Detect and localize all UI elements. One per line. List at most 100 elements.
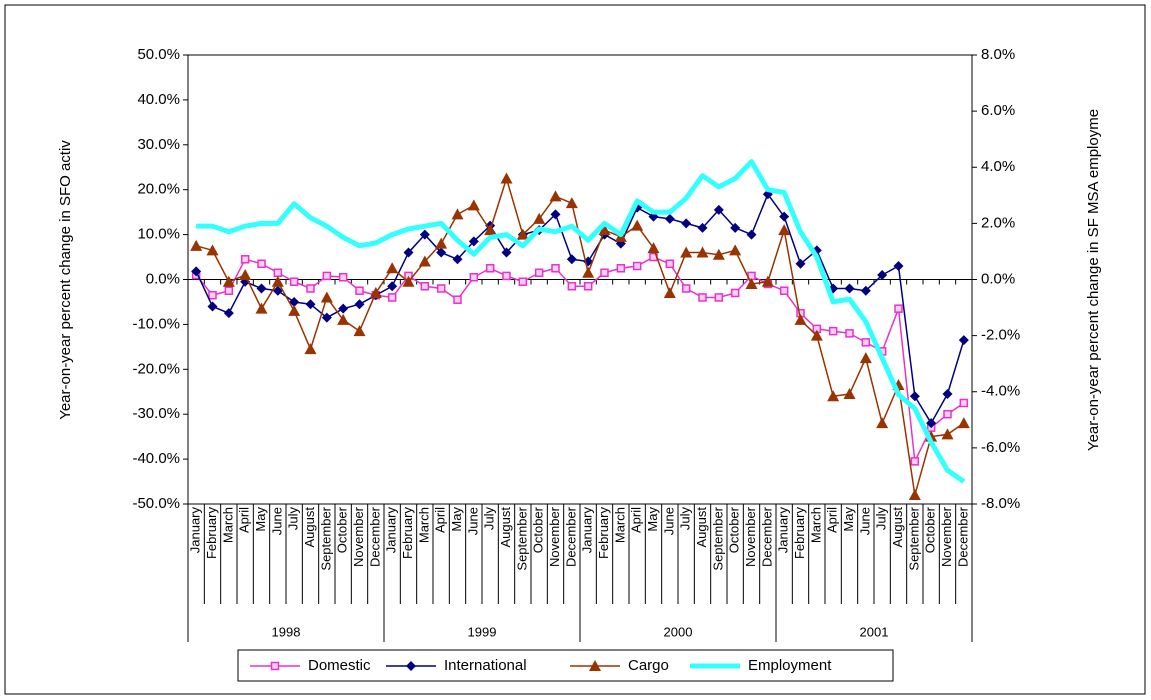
marker [467,199,480,211]
y2-tick-label: 0.0% [981,270,1015,287]
y-tick-label: 50.0% [137,46,180,63]
marker [386,262,399,274]
x-tick-label: March [808,507,823,543]
x-tick-label: September [710,506,725,570]
y2-tick-label: 6.0% [981,102,1015,119]
marker [697,222,708,233]
y-tick-label: 40.0% [137,91,180,108]
marker [713,204,724,215]
y2-tick-label: -4.0% [981,383,1020,400]
x-tick-label: March [220,507,235,543]
marker [369,286,382,298]
marker [663,286,676,298]
marker [745,277,758,289]
x-tick-label: May [253,507,268,532]
x-tick-label: January [776,507,791,554]
marker [190,239,203,251]
x-tick-label: April [825,507,840,533]
marker [582,266,595,278]
marker [859,352,872,364]
marker [957,417,970,429]
x-tick-label: November [351,506,366,567]
x-tick-label: November [939,506,954,567]
marker [664,213,675,224]
marker [894,304,903,313]
y2-tick-label: -2.0% [981,327,1020,344]
x-tick-label: August [890,507,905,548]
marker [631,219,644,231]
marker [861,338,871,347]
x-tick-label: November [547,506,562,567]
marker [616,264,626,273]
marker [224,286,234,295]
marker [485,264,495,273]
marker [518,277,528,286]
marker [778,224,791,236]
x-tick-label: February [792,507,807,560]
marker [941,428,954,440]
marker [632,261,642,271]
marker [877,270,888,281]
year-label: 2000 [664,624,693,639]
x-tick-label: January [580,507,595,554]
x-tick-label: December [563,506,578,567]
marker [712,248,725,260]
x-tick-label: May [841,507,856,532]
y-tick-label: 10.0% [137,226,180,243]
x-tick-label: July [678,507,693,531]
x-tick-label: April [237,507,252,533]
marker [206,244,219,256]
y-axis-title: Year-on-year percent change in SFO activ [57,140,74,420]
y2-tick-label: -6.0% [981,439,1020,456]
marker [338,303,349,314]
marker [583,281,593,291]
marker [207,301,218,312]
marker [403,247,414,258]
marker [698,293,707,302]
marker [647,242,660,254]
x-tick-label: December [759,506,774,567]
marker [714,293,724,302]
marker [257,259,266,269]
x-tick-label: July [482,507,497,531]
legend-label: Employment [748,657,832,674]
marker [910,457,920,466]
marker [501,247,512,258]
x-tick-label: August [302,507,317,548]
marker [827,390,840,402]
marker [729,244,742,256]
y2-tick-label: 8.0% [981,46,1015,63]
marker [502,271,511,281]
marker [420,281,430,291]
marker [208,290,217,300]
marker [272,285,283,296]
marker [779,211,790,222]
marker [191,266,202,277]
marker [322,271,332,281]
year-label: 1999 [468,624,497,639]
marker [289,277,299,286]
y2-tick-label: 4.0% [981,158,1015,175]
x-tick-label: October [923,506,938,553]
marker [779,286,789,295]
x-tick-label: December [367,506,382,567]
x-tick-label: March [612,507,627,543]
marker [452,254,463,265]
x-tick-label: September [514,506,529,570]
y2-tick-label: -8.0% [981,495,1020,512]
y-tick-label: 20.0% [137,181,180,198]
y-tick-label: -10.0% [132,315,180,332]
x-tick-label: June [661,507,676,535]
marker [288,304,301,316]
x-tick-label: June [269,507,284,535]
marker [746,229,757,240]
x-tick-label: May [449,507,464,532]
marker [589,660,601,671]
marker [566,254,577,265]
marker [354,299,365,310]
x-tick-label: July [286,507,301,531]
marker [549,190,562,202]
x-tick-label: September [318,506,333,570]
marker [534,268,544,278]
